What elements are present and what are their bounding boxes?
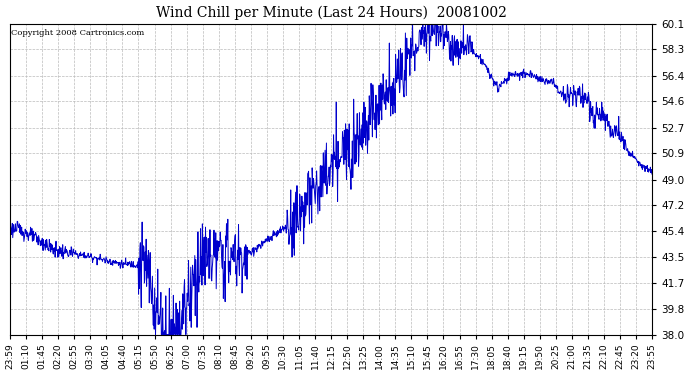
Text: Copyright 2008 Cartronics.com: Copyright 2008 Cartronics.com [11,28,145,36]
Title: Wind Chill per Minute (Last 24 Hours)  20081002: Wind Chill per Minute (Last 24 Hours) 20… [156,6,506,20]
